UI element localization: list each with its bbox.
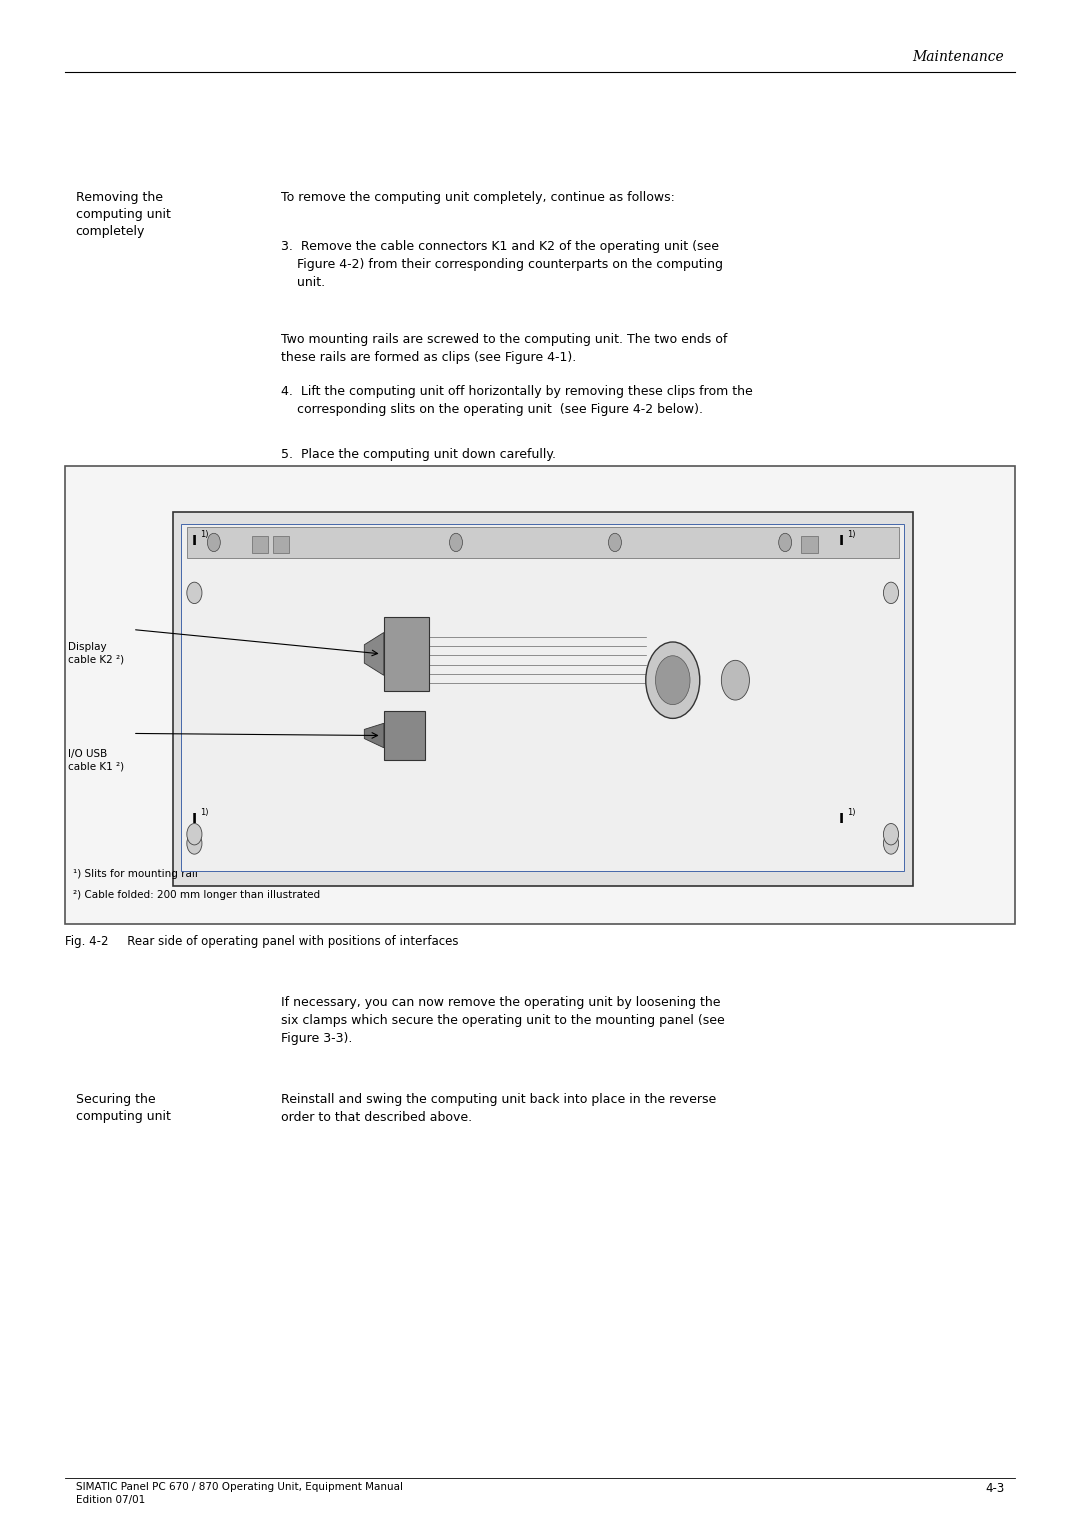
Text: I: I	[839, 533, 845, 549]
Polygon shape	[364, 633, 383, 675]
Text: Removing the
computing unit
completely: Removing the computing unit completely	[76, 191, 171, 238]
Text: I/O USB
cable K1 ²): I/O USB cable K1 ²)	[68, 749, 124, 772]
Circle shape	[646, 642, 700, 718]
Text: 5.  Place the computing unit down carefully.: 5. Place the computing unit down careful…	[281, 448, 556, 461]
Text: 4-3: 4-3	[985, 1482, 1004, 1496]
Bar	[173, 512, 913, 886]
Text: Fig. 4-2     Rear side of operating panel with positions of interfaces: Fig. 4-2 Rear side of operating panel wi…	[65, 935, 458, 949]
Text: ¹) Slits for mounting rail: ¹) Slits for mounting rail	[73, 868, 199, 879]
Circle shape	[449, 533, 462, 552]
Circle shape	[207, 533, 220, 552]
Text: Securing the
computing unit: Securing the computing unit	[76, 1093, 171, 1123]
Text: Display
cable K2 ²): Display cable K2 ²)	[68, 642, 124, 665]
Text: 1): 1)	[200, 530, 208, 539]
Text: If necessary, you can now remove the operating unit by loosening the
six clamps : If necessary, you can now remove the ope…	[281, 996, 725, 1045]
Bar	[181, 524, 904, 871]
Text: 1): 1)	[200, 808, 208, 817]
Text: Reinstall and swing the computing unit back into place in the reverse
order to t: Reinstall and swing the computing unit b…	[281, 1093, 716, 1123]
Text: To remove the computing unit completely, continue as follows:: To remove the computing unit completely,…	[281, 191, 675, 205]
Bar	[252, 536, 268, 553]
Circle shape	[608, 533, 621, 552]
Circle shape	[883, 833, 899, 854]
Bar	[65, 466, 1015, 924]
Text: SIMATIC Panel PC 670 / 870 Operating Unit, Equipment Manual
Edition 07/01: SIMATIC Panel PC 670 / 870 Operating Uni…	[76, 1482, 403, 1505]
Circle shape	[187, 833, 202, 854]
Circle shape	[721, 660, 750, 700]
Circle shape	[883, 582, 899, 604]
Polygon shape	[364, 723, 383, 747]
Circle shape	[656, 656, 690, 704]
Text: Two mounting rails are screwed to the computing unit. The two ends of
these rail: Two mounting rails are screwed to the co…	[281, 333, 727, 364]
Text: I: I	[192, 533, 198, 549]
Text: 4.  Lift the computing unit off horizontally by removing these clips from the
  : 4. Lift the computing unit off horizonta…	[281, 385, 753, 416]
Bar	[383, 617, 429, 691]
Circle shape	[187, 824, 202, 845]
Circle shape	[883, 824, 899, 845]
Circle shape	[779, 533, 792, 552]
Text: I: I	[839, 811, 845, 827]
Text: 1): 1)	[847, 530, 855, 539]
Circle shape	[187, 582, 202, 604]
Text: I: I	[192, 811, 198, 827]
Text: ²) Cable folded: 200 mm longer than illustrated: ²) Cable folded: 200 mm longer than illu…	[73, 889, 321, 900]
Bar	[187, 527, 899, 558]
Text: 3.  Remove the cable connectors K1 and K2 of the operating unit (see
    Figure : 3. Remove the cable connectors K1 and K2…	[281, 240, 723, 289]
Bar	[801, 536, 818, 553]
Text: 1): 1)	[847, 808, 855, 817]
Text: Maintenance: Maintenance	[913, 50, 1004, 64]
Bar	[383, 711, 424, 759]
Bar	[273, 536, 289, 553]
